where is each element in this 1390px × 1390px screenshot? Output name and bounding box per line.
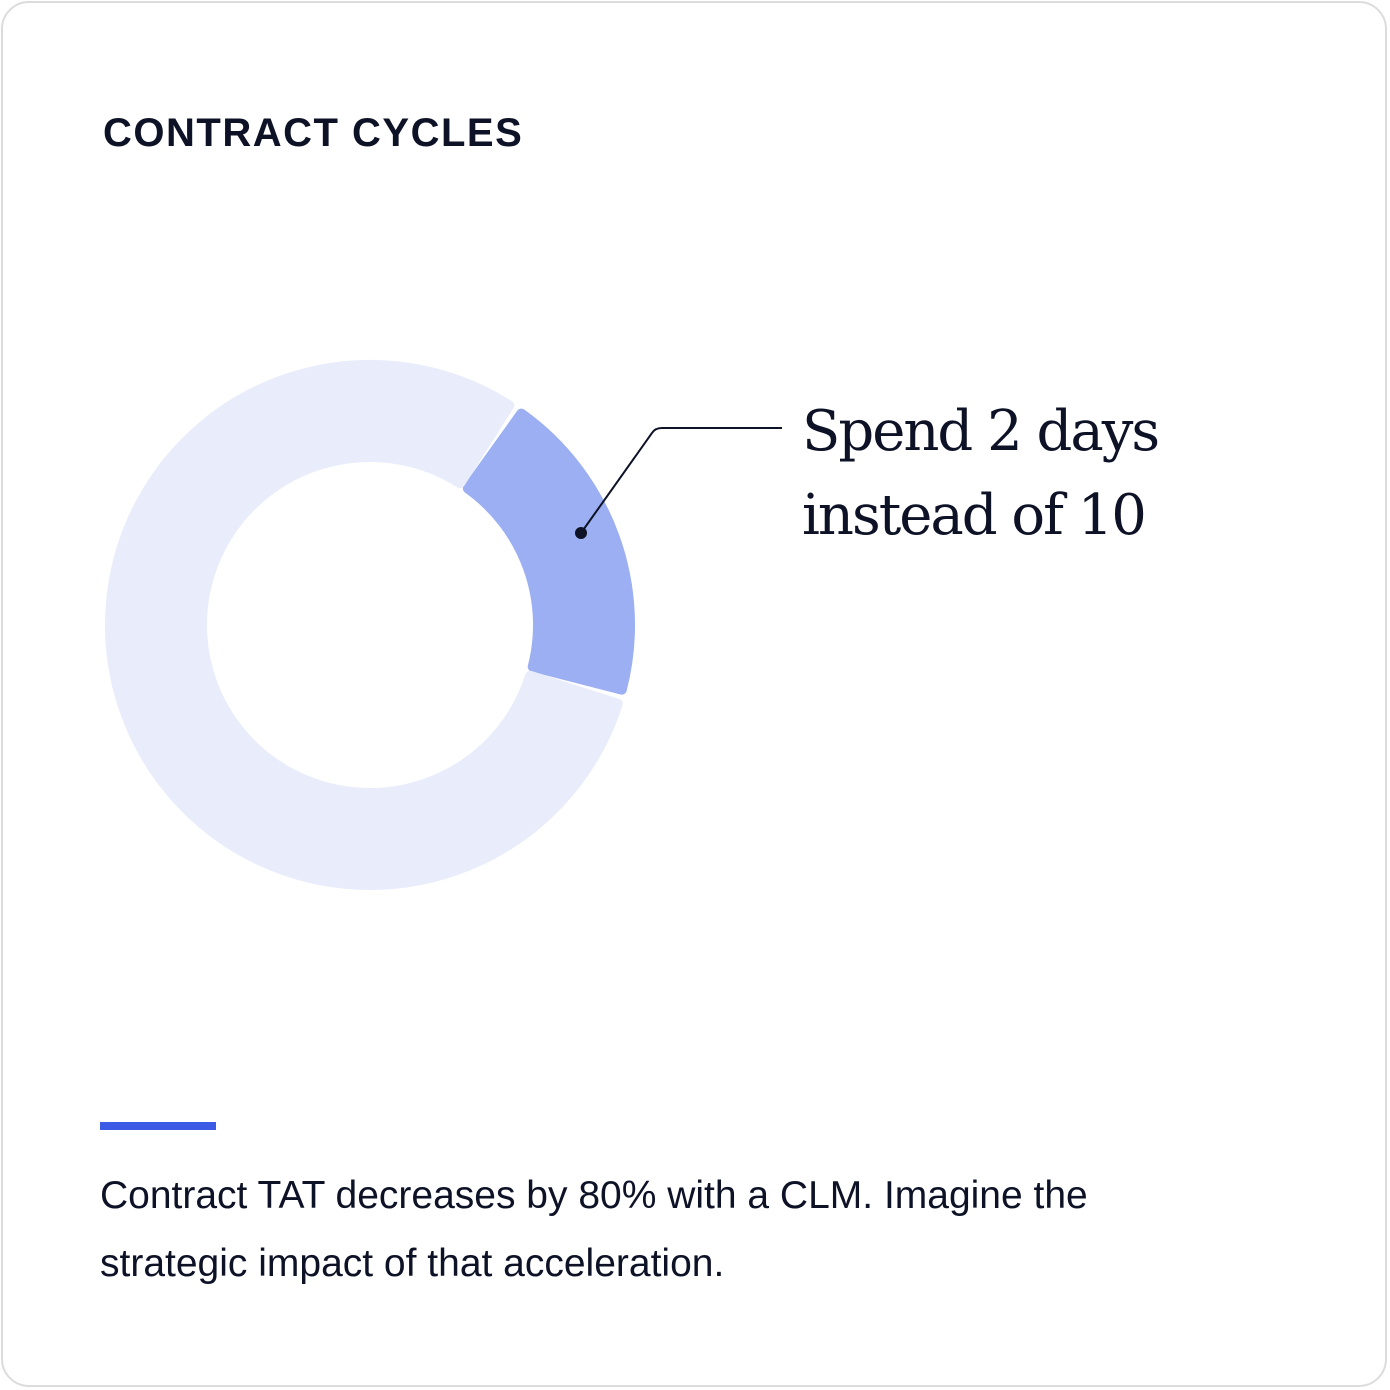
callout-line-2: instead of 10 xyxy=(802,483,1147,548)
caption-line-2: strategic impact of that acceleration. xyxy=(100,1242,725,1285)
callout-leader xyxy=(575,427,782,539)
callout-line xyxy=(580,427,782,534)
caption-line-1: Contract TAT decreases by 80% with a CLM… xyxy=(100,1174,1088,1217)
caption: Contract TAT decreases by 80% with a CLM… xyxy=(100,1162,1240,1298)
donut-slice-remainder xyxy=(105,360,623,890)
callout-text: Spend 2 days instead of 10 xyxy=(802,390,1160,558)
callout-line-1: Spend 2 days xyxy=(802,399,1160,464)
donut-slice-highlighted xyxy=(462,408,635,695)
callout-dot xyxy=(575,527,587,539)
accent-bar xyxy=(100,1122,216,1130)
card-title: CONTRACT CYCLES xyxy=(103,111,524,155)
